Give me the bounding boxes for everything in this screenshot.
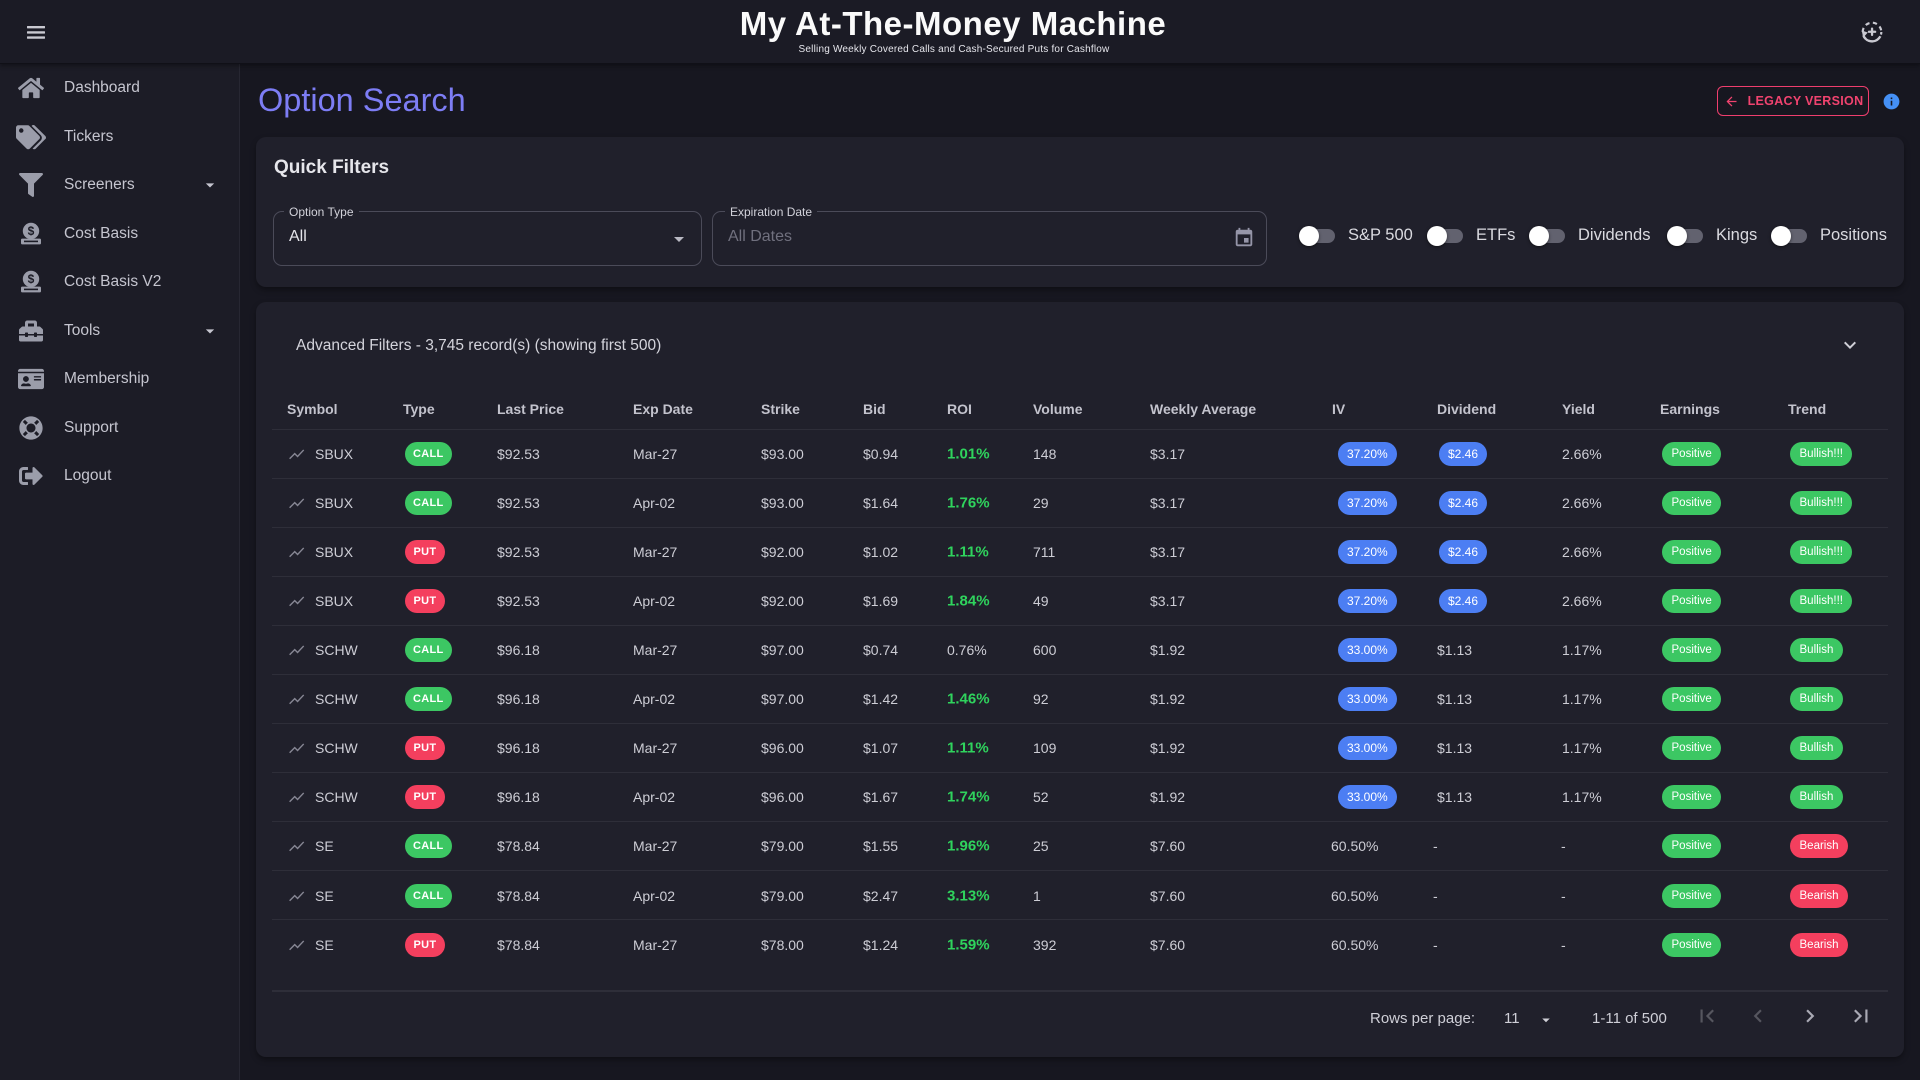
svg-text:$: $ (28, 272, 35, 286)
svg-text:$: $ (28, 224, 35, 238)
